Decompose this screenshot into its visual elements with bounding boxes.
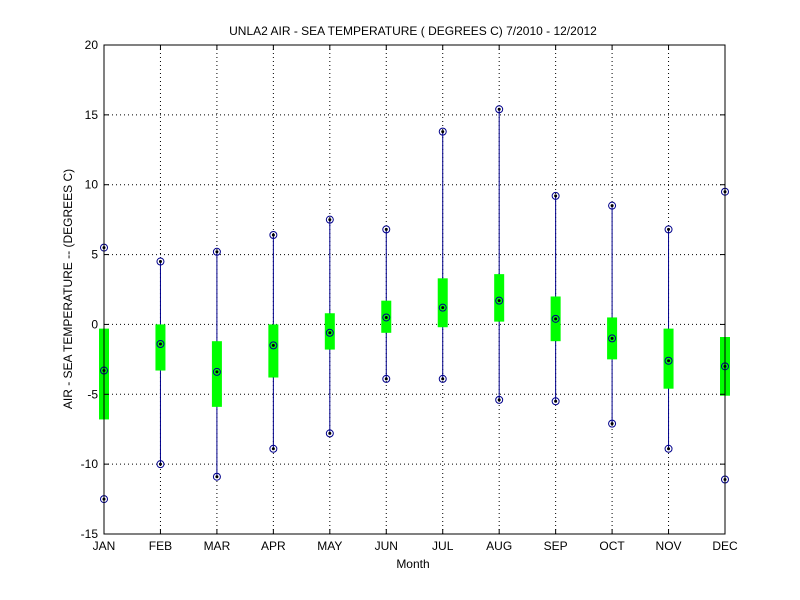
x-tick-label: AUG <box>486 539 512 553</box>
median-marker-dot <box>441 306 445 310</box>
median-marker <box>608 334 617 343</box>
median-marker-dot <box>667 359 671 363</box>
max-marker-dot <box>554 194 558 198</box>
max-marker <box>495 105 504 114</box>
min-marker <box>551 397 560 406</box>
y-tick-label: 15 <box>85 108 99 122</box>
min-marker-dot <box>158 462 162 466</box>
y-tick-label: 0 <box>91 317 98 331</box>
y-axis-label: AIR - SEA TEMPERATURE -- (DEGREES C) <box>61 169 75 409</box>
x-tick-label: JUL <box>432 539 454 553</box>
max-marker <box>438 127 447 136</box>
x-tick-label: JUN <box>375 539 398 553</box>
max-marker-dot <box>328 218 332 222</box>
median-marker-dot <box>215 370 219 374</box>
min-marker <box>438 374 447 383</box>
x-tick-label: DEC <box>712 539 738 553</box>
chart-title: UNLA2 AIR - SEA TEMPERATURE ( DEGREES C)… <box>229 24 597 38</box>
x-tick-label: FEB <box>149 539 172 553</box>
median-marker <box>382 313 391 322</box>
x-tick-label: OCT <box>599 539 625 553</box>
x-tick-label: JAN <box>93 539 116 553</box>
x-tick-label: MAY <box>317 539 342 553</box>
min-marker-dot <box>554 399 558 403</box>
y-tick-label: -5 <box>87 387 98 401</box>
x-tick-label: MAR <box>204 539 231 553</box>
min-marker-dot <box>328 431 332 435</box>
iqr-box <box>268 324 279 378</box>
y-tick-label: 20 <box>85 38 99 52</box>
median-marker-dot <box>554 317 558 321</box>
y-tick-label: 10 <box>85 178 99 192</box>
min-marker <box>664 444 673 453</box>
median-marker-dot <box>384 315 388 319</box>
max-marker <box>156 257 165 266</box>
median-marker-dot <box>158 342 162 346</box>
max-marker-dot <box>441 130 445 134</box>
max-marker <box>608 201 617 210</box>
axis-ticks: JAN FEB MAR APR MAY JUN JUL AUG SEP OCT NOV DEC -15 -… <box>81 38 738 553</box>
median-marker <box>495 296 504 305</box>
x-tick-label: APR <box>261 539 286 553</box>
min-marker <box>608 419 617 428</box>
max-marker-dot <box>497 107 501 111</box>
min-marker <box>382 374 391 383</box>
max-marker-dot <box>158 260 162 264</box>
max-marker <box>212 247 221 256</box>
median-marker <box>438 303 447 312</box>
iqr-box <box>663 328 674 389</box>
median-marker <box>269 341 278 350</box>
max-marker-dot <box>215 250 219 254</box>
max-marker <box>551 191 560 200</box>
max-marker-dot <box>610 204 614 208</box>
max-marker-dot <box>271 233 275 237</box>
min-marker-dot <box>271 447 275 451</box>
max-marker <box>269 231 278 240</box>
max-marker <box>382 225 391 234</box>
y-tick-label: 5 <box>91 248 98 262</box>
max-marker <box>325 215 334 224</box>
min-marker <box>325 429 334 438</box>
min-marker-dot <box>441 377 445 381</box>
min-marker-dot <box>384 377 388 381</box>
median-marker-dot <box>328 331 332 335</box>
max-marker-dot <box>384 227 388 231</box>
x-tick-label: NOV <box>656 539 682 553</box>
min-marker <box>495 395 504 404</box>
iqr-box <box>211 341 222 407</box>
x-axis-label: Month <box>396 557 429 571</box>
median-marker <box>551 314 560 323</box>
x-tick-label: SEP <box>544 539 568 553</box>
min-marker-dot <box>667 447 671 451</box>
min-marker <box>269 444 278 453</box>
min-marker-dot <box>215 475 219 479</box>
max-marker-dot <box>667 227 671 231</box>
plot-area-frame <box>103 44 726 535</box>
y-tick-label: -10 <box>81 457 99 471</box>
median-marker-dot <box>271 343 275 347</box>
min-marker-dot <box>497 398 501 402</box>
median-marker <box>664 356 673 365</box>
median-marker-dot <box>610 336 614 340</box>
median-marker <box>212 367 221 376</box>
min-marker <box>212 472 221 481</box>
median-marker <box>156 339 165 348</box>
max-marker <box>664 225 673 234</box>
iqr-box <box>494 274 505 322</box>
iqr-box <box>437 278 448 328</box>
median-marker <box>325 328 334 337</box>
min-marker-dot <box>610 422 614 426</box>
min-marker <box>156 460 165 469</box>
median-marker-dot <box>497 299 501 303</box>
y-tick-label: -15 <box>81 527 99 541</box>
